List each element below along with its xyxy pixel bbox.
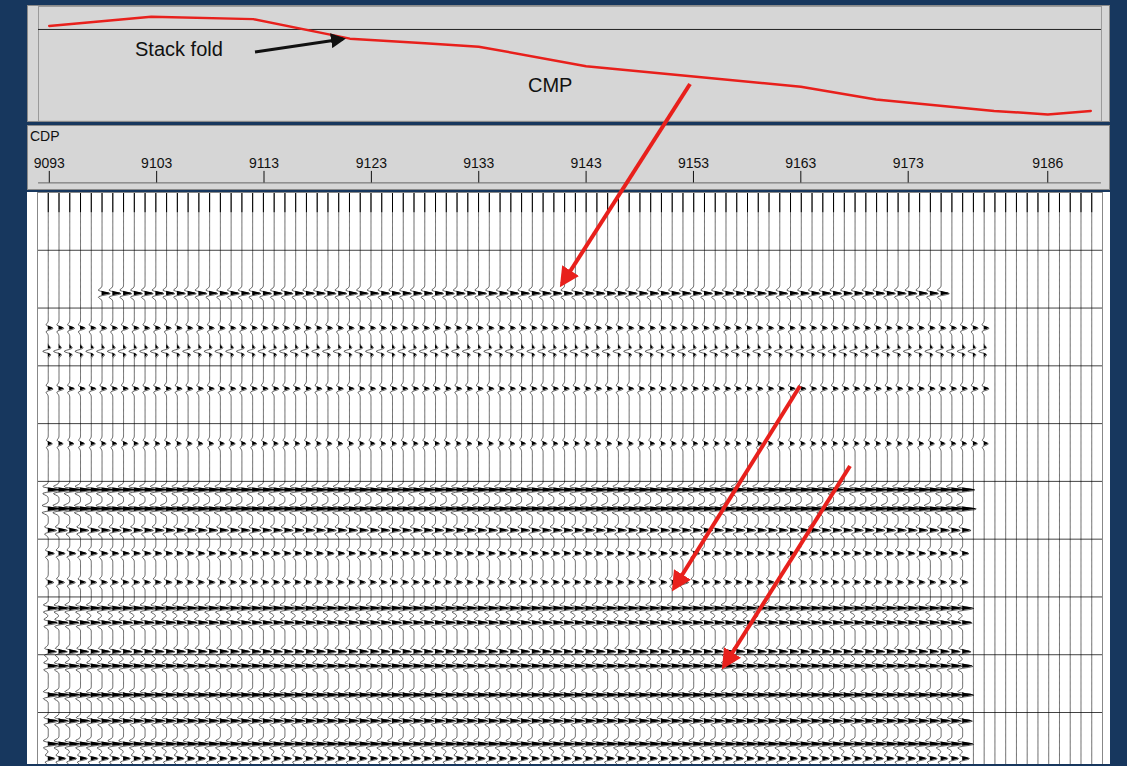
svg-text:9186: 9186 xyxy=(1032,155,1063,171)
html-text:CMP: CMP xyxy=(528,74,573,96)
svg-text:9153: 9153 xyxy=(678,155,709,171)
svg-text:9163: 9163 xyxy=(785,155,816,171)
svg-text:9093: 9093 xyxy=(34,155,65,171)
svg-text:9113: 9113 xyxy=(249,155,279,171)
svg-text:9123: 9123 xyxy=(356,155,387,171)
svg-text:9173: 9173 xyxy=(893,155,924,171)
svg-text:9133: 9133 xyxy=(463,155,494,171)
svg-text:9103: 9103 xyxy=(141,155,172,171)
html-text:Stack fold: Stack fold xyxy=(135,38,223,60)
svg-text:9143: 9143 xyxy=(571,155,602,171)
html-text:CDP: CDP xyxy=(30,128,60,144)
